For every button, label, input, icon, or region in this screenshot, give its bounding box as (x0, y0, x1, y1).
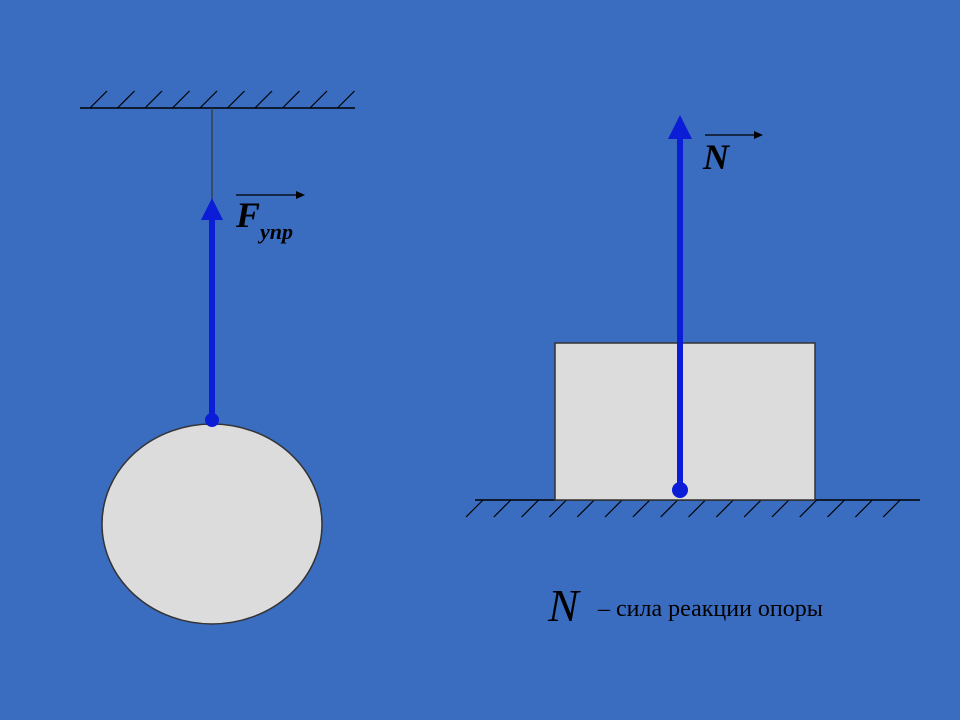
box (555, 343, 815, 500)
caption-rest-text: – сила реакции опоры (598, 596, 823, 622)
force-vector-f-upr (201, 198, 223, 427)
caption-rest: – сила реакции опоры (598, 596, 823, 623)
label-n-text: N (703, 137, 729, 177)
ceiling-surface (80, 91, 355, 108)
ball (102, 424, 322, 624)
label-n-top: N (703, 136, 729, 178)
label-f-sub: упр (260, 219, 293, 244)
caption-n-symbol: N (548, 580, 579, 631)
label-f-main: F (236, 195, 260, 235)
label-f-upr: Fупр (236, 194, 293, 236)
caption-n: N (548, 579, 579, 632)
physics-diagram: Fупр N N – сила реакции опоры (0, 0, 960, 720)
ground-surface (466, 500, 920, 517)
